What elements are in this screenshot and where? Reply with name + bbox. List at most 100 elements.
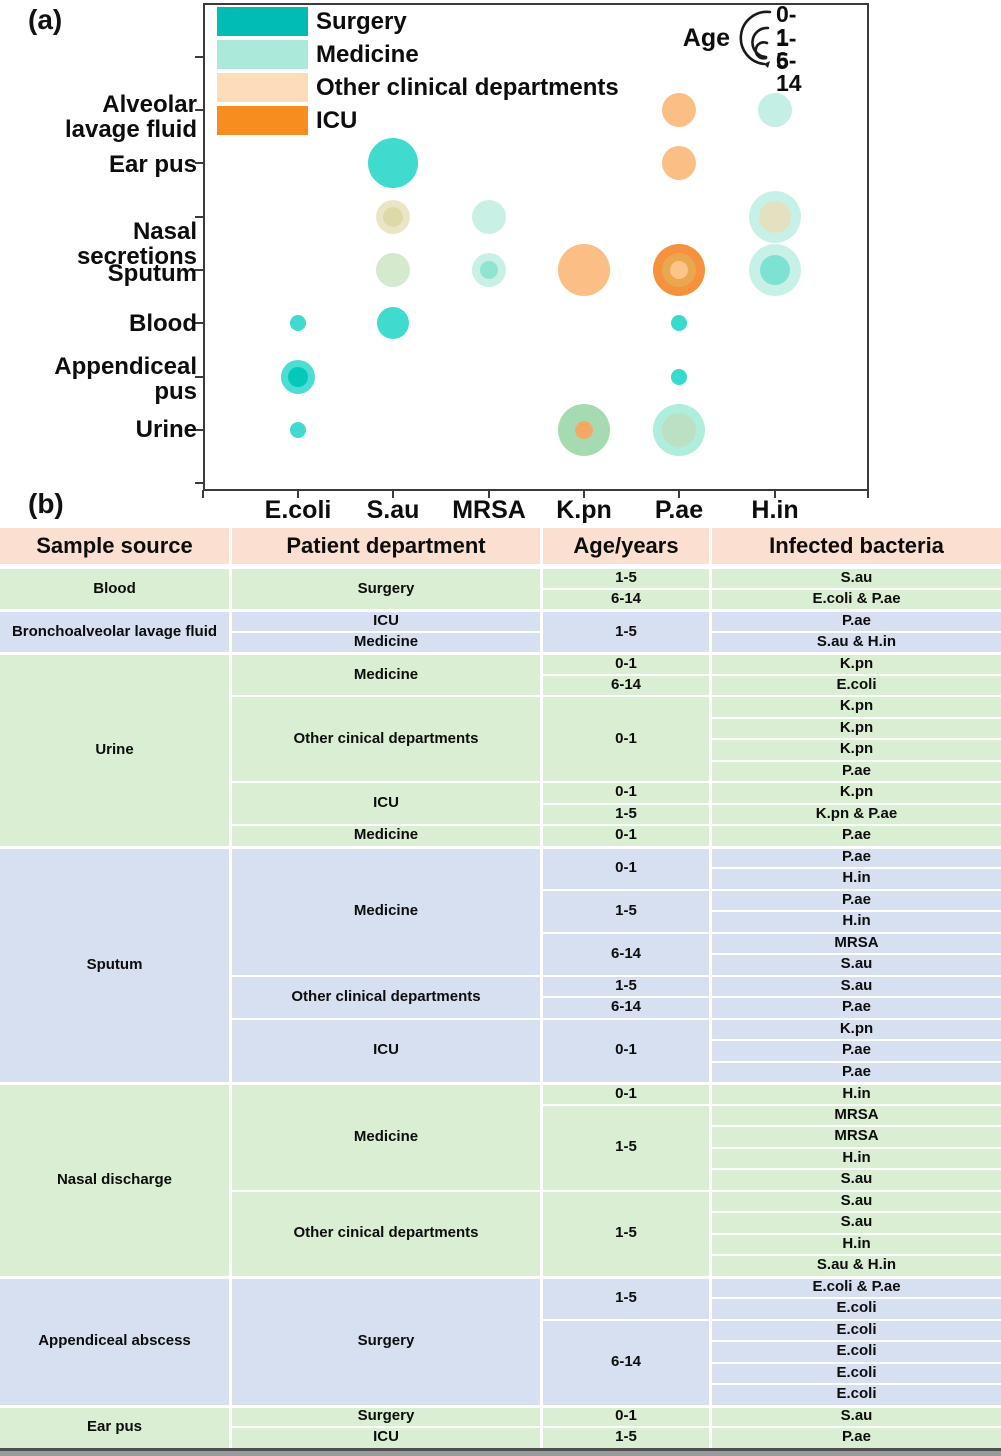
table-cell: E.coli bbox=[709, 1297, 1001, 1319]
table-header: Sample source Patient department Age/yea… bbox=[0, 528, 1001, 566]
header-patient-department: Patient department bbox=[229, 528, 540, 566]
table-row: K.pn bbox=[0, 738, 1001, 760]
x-label-kpn: K.pn bbox=[556, 496, 612, 524]
table-cell: Surgery bbox=[229, 1275, 540, 1405]
table-cell: Other cinical departments bbox=[229, 695, 540, 781]
table-cell: E.coli & P.ae bbox=[709, 587, 1001, 609]
table-row: E.coli bbox=[0, 1383, 1001, 1405]
table-row: ICU 0-1 K.pn bbox=[0, 1017, 1001, 1082]
table-cell: Medicine bbox=[229, 652, 540, 695]
bubble-pae-sputum bbox=[670, 261, 688, 279]
table-row: Other cinical departments 1-5 S.au bbox=[0, 1189, 1001, 1276]
header-sample-source: Sample source bbox=[0, 528, 229, 566]
table-cell: P.ae bbox=[709, 888, 1001, 910]
table-cell: MRSA bbox=[709, 1125, 1001, 1147]
table-cell: 0-1 bbox=[540, 824, 709, 846]
table-cell: P.ae bbox=[709, 759, 1001, 781]
y-label-urine: Urine bbox=[135, 416, 197, 443]
table-cell: Nasal discharge bbox=[0, 1082, 229, 1276]
x-tick bbox=[677, 490, 681, 498]
legend-label: ICU bbox=[316, 107, 358, 134]
table-row: Other clinical departments 1-5 S.au bbox=[0, 974, 1001, 1018]
age-size-label-0-1: 0-1 bbox=[776, 1, 797, 50]
table-cell: H.in bbox=[709, 1146, 1001, 1168]
bubble-hin-alveolar-lavage-fluid bbox=[758, 93, 792, 127]
y-tick bbox=[195, 481, 203, 485]
table-row: 6-14 MRSA bbox=[0, 931, 1001, 975]
table-cell: 6-14 bbox=[540, 1318, 709, 1405]
table-cell: Appendiceal abscess bbox=[0, 1275, 229, 1405]
y-tick bbox=[195, 161, 203, 165]
table-cell: P.ae bbox=[709, 845, 1001, 867]
table-row: MRSA bbox=[0, 1125, 1001, 1147]
table-row: H.in bbox=[0, 867, 1001, 889]
x-tick bbox=[201, 490, 205, 498]
table-row: H.in bbox=[0, 1146, 1001, 1168]
table-cell: E.coli bbox=[709, 1383, 1001, 1405]
table-cell: S.au & H.in bbox=[709, 630, 1001, 652]
table-row: P.ae bbox=[0, 1060, 1001, 1082]
table-cell: 1-5 bbox=[540, 1275, 709, 1319]
table-row: Blood Surgery 1-5 S.au bbox=[0, 566, 1001, 609]
table-row: Bronchoalveolar lavage fluid ICU 1-5 P.ae bbox=[0, 609, 1001, 652]
x-tick bbox=[296, 490, 300, 498]
table-cell: K.pn bbox=[709, 652, 1001, 674]
table-cell: S.au bbox=[709, 1189, 1001, 1211]
table-cell: K.pn bbox=[709, 738, 1001, 760]
table-cell: S.au bbox=[709, 1211, 1001, 1233]
table-cell: Medicine bbox=[229, 1082, 540, 1190]
table-row: 6-14 E.coli bbox=[0, 673, 1001, 695]
table-cell: K.pn bbox=[709, 1017, 1001, 1039]
table-cell: 0-1 bbox=[540, 1404, 709, 1426]
bubble-layer bbox=[281, 93, 801, 456]
table-row: S.au & H.in bbox=[0, 1254, 1001, 1276]
bubble-sau-sputum bbox=[376, 253, 410, 287]
table-cell: 1-5 bbox=[540, 888, 709, 932]
y-tick bbox=[195, 375, 203, 379]
age-size-label-1-5: 1-5 bbox=[776, 25, 797, 74]
table-row: Other cinical departments 0-1 K.pn bbox=[0, 695, 1001, 781]
table-cell: Medicine bbox=[229, 845, 540, 975]
sample-table: Sample source Patient department Age/yea… bbox=[0, 528, 1001, 1448]
table-cell: Surgery bbox=[229, 566, 540, 609]
table-cell: Medicine bbox=[229, 824, 540, 846]
table-cell: K.pn bbox=[709, 781, 1001, 803]
panel-a-label: (a) bbox=[28, 4, 63, 35]
table-cell: 0-1 bbox=[540, 695, 709, 781]
x-label-ecoli: E.coli bbox=[264, 496, 332, 524]
y-tick bbox=[195, 268, 203, 272]
bubble-hin-nasal-secretions bbox=[759, 201, 791, 233]
table-cell: P.ae bbox=[709, 996, 1001, 1018]
plot-frame bbox=[203, 3, 869, 491]
table-cell: 6-14 bbox=[540, 587, 709, 609]
age-size-label-6-14: 6-14 bbox=[776, 47, 802, 96]
bubble-ecoli-appendiceal-pus bbox=[288, 367, 308, 387]
table-cell: 1-5 bbox=[540, 566, 709, 588]
x-label-mrsa: MRSA bbox=[452, 496, 526, 524]
table-row: ICU 0-1 K.pn bbox=[0, 781, 1001, 824]
table-row: K.pn bbox=[0, 716, 1001, 738]
y-tick bbox=[195, 55, 203, 59]
table-cell: H.in bbox=[709, 910, 1001, 932]
table-row: Medicine 0-1 P.ae bbox=[0, 824, 1001, 846]
table-row: ICU 1-5 P.ae bbox=[0, 1426, 1001, 1448]
table-cell: ICU bbox=[229, 1426, 540, 1448]
table-cell: ICU bbox=[229, 1017, 540, 1082]
table-cell: 0-1 bbox=[540, 781, 709, 803]
bubble-pae-blood bbox=[671, 315, 687, 331]
panel-b-label: (b) bbox=[28, 488, 64, 519]
table-row: S.au bbox=[0, 1211, 1001, 1233]
table-cell: 1-5 bbox=[540, 1426, 709, 1448]
table-cell: Blood bbox=[0, 566, 229, 609]
bubble-kpn-sputum bbox=[558, 244, 610, 296]
table-row: S.au bbox=[0, 953, 1001, 975]
table-cell: H.in bbox=[709, 1082, 1001, 1104]
table-cell: Sputum bbox=[0, 845, 229, 1082]
table-cell: S.au bbox=[709, 974, 1001, 996]
table-cell: E.coli bbox=[709, 1340, 1001, 1362]
y-tick bbox=[195, 428, 203, 432]
x-label-sau: S.au bbox=[366, 496, 420, 524]
bubble-pae-alveolar-lavage-fluid bbox=[662, 93, 696, 127]
header-age-years: Age/years bbox=[540, 528, 709, 566]
table-cell: 0-1 bbox=[540, 1082, 709, 1104]
